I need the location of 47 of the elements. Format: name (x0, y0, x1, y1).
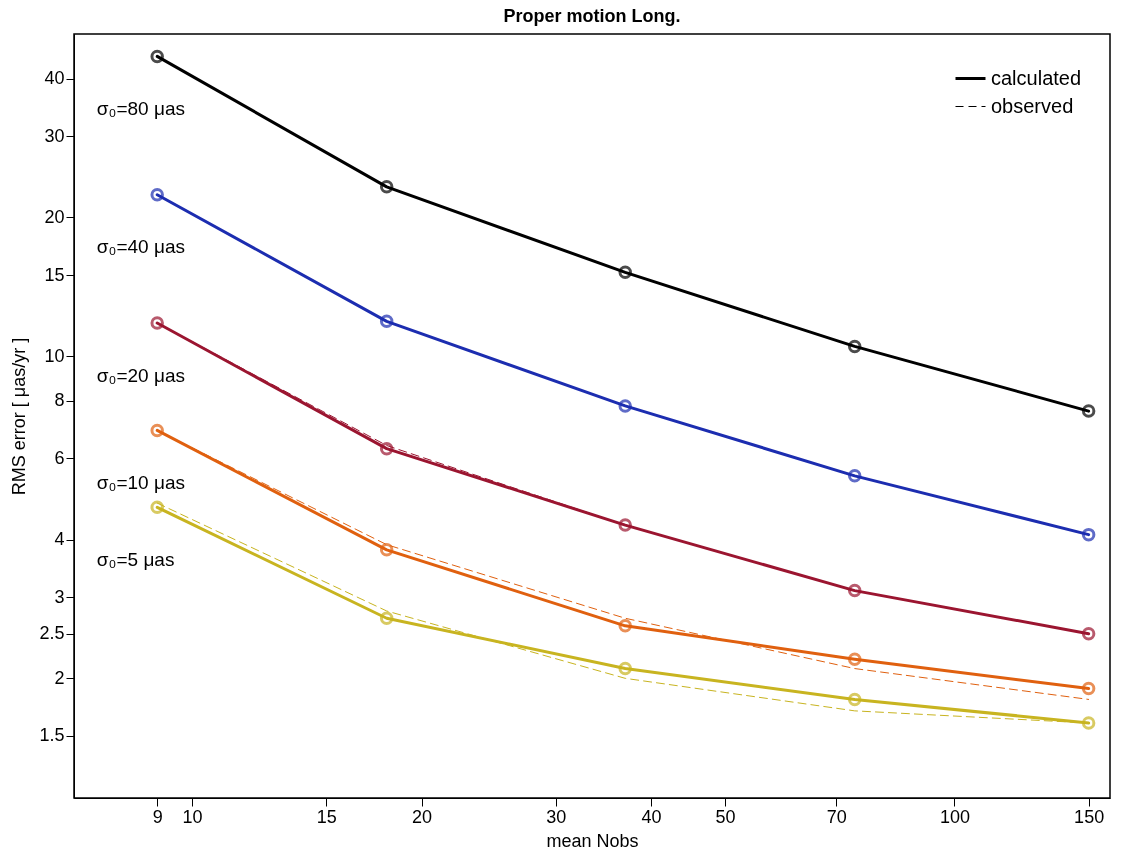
point (1081, 716, 1096, 730)
point (150, 49, 164, 64)
y-tick-label: 6 (54, 447, 65, 468)
y-tick-label: 4 (54, 529, 65, 550)
point (150, 500, 164, 515)
annotation: σ₀=10 μas (96, 471, 185, 493)
point (1081, 626, 1096, 641)
y-tick-label: 20 (44, 206, 65, 227)
point (847, 583, 862, 598)
legend-label: observed (991, 94, 1074, 117)
point (150, 423, 164, 438)
point (150, 316, 164, 330)
point (847, 469, 862, 483)
y-tick-label: 2.5 (39, 623, 65, 644)
y-tick-label: 8 (54, 390, 65, 411)
annotation: σ₀=40 μas (96, 236, 185, 258)
legend-label: calculated (991, 66, 1082, 89)
x-tick-label: 50 (715, 806, 736, 827)
y-tick-label: 3 (54, 586, 65, 607)
point (847, 652, 862, 666)
x-tick-label: 30 (546, 806, 567, 827)
point (1081, 527, 1096, 542)
point (1081, 681, 1096, 696)
annotation: σ₀=5 μas (96, 548, 175, 570)
y-tick-label: 30 (44, 125, 65, 146)
x-axis-title: mean Nobs (546, 830, 639, 851)
y-tick-label: 10 (44, 345, 65, 366)
y-tick-label: 15 (44, 264, 65, 285)
point (847, 692, 862, 707)
y-tick-label: 40 (44, 68, 65, 89)
y-tick-label: 2 (54, 667, 65, 688)
chart-title: Proper motion Long. (503, 6, 681, 26)
x-tick-label: 15 (316, 806, 337, 827)
annotation: σ₀=80 μas (96, 97, 185, 119)
point (847, 339, 862, 354)
x-tick-label: 70 (826, 806, 847, 827)
x-tick-label: 100 (939, 806, 970, 827)
y-tick-label: 1.5 (39, 725, 65, 746)
y-axis-title: RMS error [ μas/yr ] (9, 337, 30, 496)
x-tick-label: 10 (182, 806, 203, 827)
x-tick-label: 40 (641, 806, 662, 827)
annotation: σ₀=20 μas (96, 364, 185, 386)
point (150, 188, 164, 202)
x-tick-label: 150 (1074, 806, 1105, 827)
point (1081, 404, 1096, 418)
x-tick-label: 20 (412, 806, 433, 827)
x-tick-label: 9 (152, 806, 163, 827)
